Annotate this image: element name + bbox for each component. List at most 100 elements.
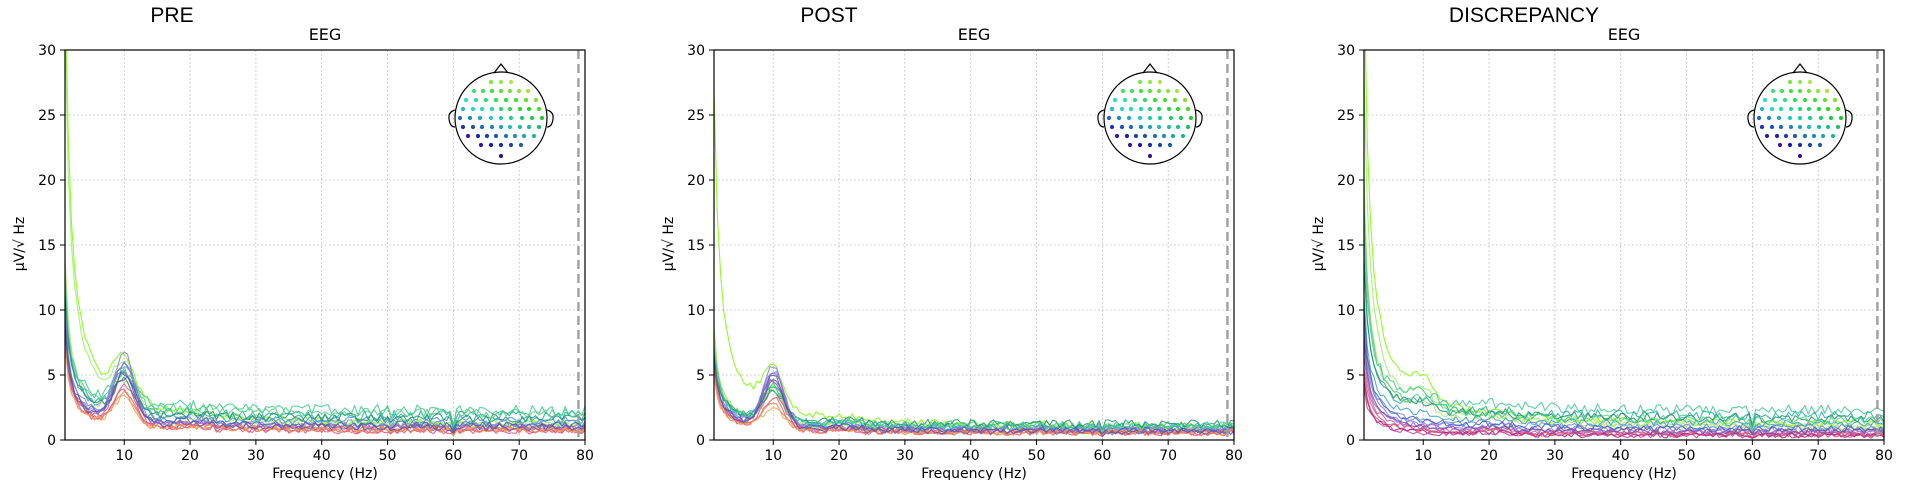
electrode-dot xyxy=(1811,133,1817,139)
electrode-dot xyxy=(1807,115,1813,121)
electrode-dot xyxy=(1128,106,1134,112)
y-tick-label: 25 xyxy=(687,108,705,124)
electrode-dot xyxy=(1156,88,1162,94)
electrode-dot xyxy=(1162,97,1168,103)
electrode-dot xyxy=(1185,106,1191,112)
electrode-dot xyxy=(508,79,514,85)
electrode-dot xyxy=(512,133,518,139)
psd-series-line xyxy=(65,346,585,436)
y-tick-label: 20 xyxy=(687,173,705,189)
x-tick-label: 80 xyxy=(1875,448,1893,464)
electrode-dot xyxy=(465,133,471,139)
electrode-dot xyxy=(493,133,499,139)
electrode-dot xyxy=(1787,79,1793,85)
psd-axes-post: 10 20 30 40 50 60 70 80 0 5 10 15 20 25 30 xyxy=(687,43,1243,464)
electrode-dot xyxy=(1816,124,1822,130)
electrode-dot xyxy=(1119,124,1125,130)
electrode-dot xyxy=(1807,79,1813,85)
electrode-dot xyxy=(1170,133,1176,139)
y-tick-label: 25 xyxy=(38,108,56,124)
electrode-dot xyxy=(1756,115,1762,121)
electrode-dot xyxy=(470,124,476,130)
psd-axes-pre: 10 20 30 40 50 60 70 80 0 5 10 15 20 25 30 xyxy=(38,43,594,464)
electrode-dot xyxy=(531,133,537,139)
electrode-dot xyxy=(1764,133,1770,139)
x-tick-label: 50 xyxy=(379,448,397,464)
electrode-dot xyxy=(529,115,535,121)
electrode-dot xyxy=(508,115,514,121)
y-tick-label: 10 xyxy=(687,303,705,319)
y-tick-label: 15 xyxy=(1337,238,1355,254)
electrode-dot xyxy=(507,106,513,112)
electrode-dot xyxy=(1142,133,1148,139)
electrode-dot xyxy=(1797,88,1803,94)
electrode-dot xyxy=(1802,97,1808,103)
electrode-dot xyxy=(518,142,524,148)
electrode-dot xyxy=(1783,133,1789,139)
electrode-dot xyxy=(479,124,485,130)
electrode-dot xyxy=(1769,106,1775,112)
electrode-dot xyxy=(1126,115,1132,121)
sensor-head-icon xyxy=(448,63,554,165)
x-tick-label: 60 xyxy=(444,448,462,464)
electrode-dot xyxy=(498,106,504,112)
electrode-dot xyxy=(1161,133,1167,139)
electrode-dot xyxy=(1109,106,1115,112)
electrode-dot xyxy=(1770,88,1776,94)
psd-axes-discrepancy: 10 20 30 40 50 60 70 80 0 5 10 15 20 25 30 xyxy=(1337,43,1893,464)
electrode-dot xyxy=(1825,106,1831,112)
electrode-dot xyxy=(1178,115,1184,121)
y-tick-label: 0 xyxy=(47,433,56,449)
y-tick-label: 25 xyxy=(1337,108,1355,124)
electrode-dot xyxy=(1147,88,1153,94)
ylabel-discrepancy: µV/√ Hz xyxy=(1311,217,1327,271)
electrode-dot xyxy=(1762,97,1768,103)
ylabel-post: µV/√ Hz xyxy=(661,217,677,271)
electrode-dot xyxy=(507,124,513,130)
y-tick-label: 10 xyxy=(38,303,56,319)
electrode-dot xyxy=(507,88,513,94)
panel-heading-pre: PRE xyxy=(150,4,193,27)
x-tick-label: 30 xyxy=(247,448,265,464)
electrode-dot xyxy=(508,142,514,148)
electrode-dot xyxy=(1132,97,1138,103)
electrode-dot xyxy=(1137,115,1143,121)
electrode-dot xyxy=(503,97,509,103)
x-tick-label: 20 xyxy=(181,448,199,464)
x-tick-label: 30 xyxy=(1546,448,1564,464)
electrode-dot xyxy=(1147,142,1153,148)
ylabel-pre: µV/√ Hz xyxy=(12,217,28,271)
psd-series-line xyxy=(1364,180,1884,434)
electrode-dot xyxy=(1167,142,1173,148)
electrode-dot xyxy=(1147,115,1153,121)
psd-series-line xyxy=(1364,316,1884,433)
electrode-dot xyxy=(1112,97,1118,103)
electrode-dot xyxy=(1792,97,1798,103)
electrode-dot xyxy=(1832,97,1838,103)
electrode-dot xyxy=(1830,133,1836,139)
electrode-dot xyxy=(1792,133,1798,139)
electrode-dot xyxy=(1133,133,1139,139)
electrode-dot xyxy=(1138,88,1144,94)
electrode-dot xyxy=(1127,142,1133,148)
electrode-dot xyxy=(489,106,495,112)
y-tick-label: 10 xyxy=(1337,303,1355,319)
electrode-dot xyxy=(1122,97,1128,103)
electrode-dot xyxy=(1124,133,1130,139)
electrode-dot xyxy=(1807,142,1813,148)
electrode-dot xyxy=(1788,124,1794,130)
electrode-dot xyxy=(1120,88,1126,94)
electrode-dot xyxy=(1787,115,1793,121)
electrode-dot xyxy=(1106,115,1112,121)
electrode-dot xyxy=(1172,97,1178,103)
electrode-dot xyxy=(1818,115,1824,121)
x-tick-label: 60 xyxy=(1743,448,1761,464)
psd-series-line xyxy=(1364,387,1884,439)
electrode-dot xyxy=(498,88,504,94)
electrode-dot xyxy=(1797,106,1803,112)
electrode-dot xyxy=(1828,115,1834,121)
electrode-dot xyxy=(1147,106,1153,112)
electrode-dot xyxy=(1817,142,1823,148)
electrode-dot xyxy=(1776,115,1782,121)
